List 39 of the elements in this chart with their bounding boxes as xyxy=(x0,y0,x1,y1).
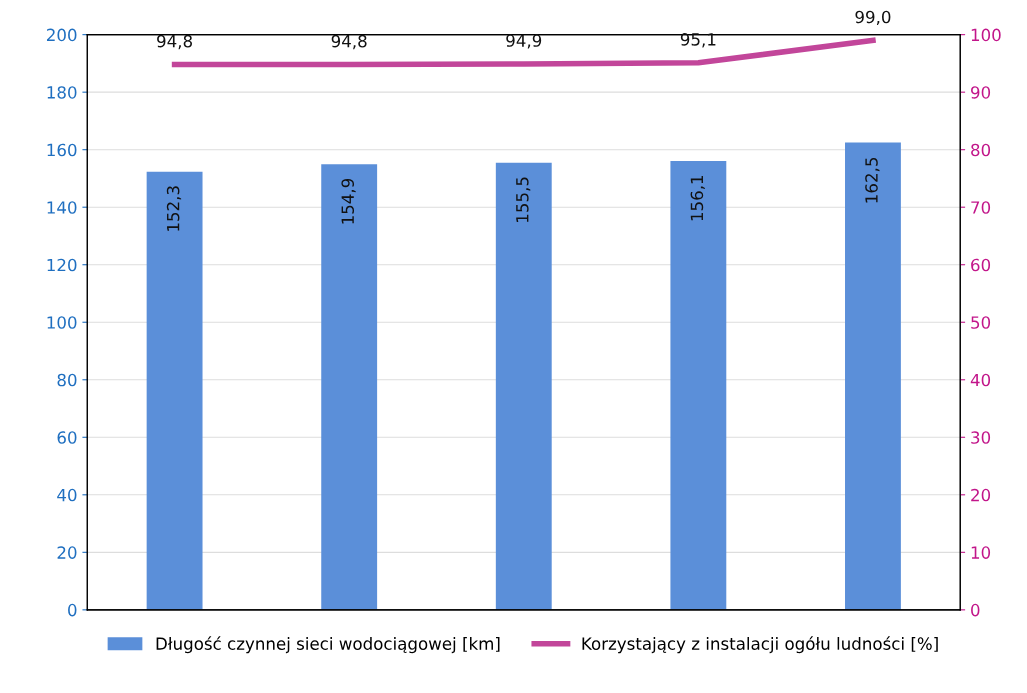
data-label: 162,5 xyxy=(865,157,880,203)
bar xyxy=(670,160,727,610)
data-label: 94,8 xyxy=(331,34,367,50)
data-label: 94,8 xyxy=(157,34,192,50)
data-label: 94,9 xyxy=(506,34,542,49)
data-label: 155,5 xyxy=(516,177,531,222)
data-label: 154,9 xyxy=(341,178,356,224)
y2-tick-label: 0 xyxy=(971,603,980,617)
y-tick-label: 120 xyxy=(47,258,77,272)
y2-tick-label: 90 xyxy=(971,86,991,99)
y2-tick-label: 60 xyxy=(971,258,991,272)
y2-tick-label: 80 xyxy=(971,143,991,157)
y-tick-label: 40 xyxy=(57,488,77,502)
y-tick-label: 100 xyxy=(47,316,77,329)
bar xyxy=(146,171,203,610)
y2-tick-label: 30 xyxy=(971,431,991,444)
y2-tick-label: 70 xyxy=(971,201,991,214)
data-label: 95,1 xyxy=(680,33,716,48)
y-tick-label: 0 xyxy=(68,603,77,617)
bar xyxy=(321,164,378,610)
y-tick-label: 80 xyxy=(57,373,77,387)
y-tick-label: 60 xyxy=(57,431,77,444)
y-tick-label: 160 xyxy=(47,143,77,157)
y2-tick-label: 50 xyxy=(971,316,991,329)
y2-tick-label: 10 xyxy=(971,546,991,559)
bar xyxy=(845,142,901,610)
data-label: 99,0 xyxy=(855,10,891,25)
y2-tick-label: 40 xyxy=(970,373,991,387)
y-tick-label: 20 xyxy=(57,546,77,559)
data-label: 156,1 xyxy=(690,175,705,221)
legend-label: Korzystający z instalacji ogółu ludności [%] xyxy=(582,636,938,654)
y-tick-label: 180 xyxy=(47,86,77,99)
y-tick-label: 140 xyxy=(47,201,77,214)
y2-tick-label: 20 xyxy=(971,488,991,502)
data-label: 152,3 xyxy=(166,186,182,231)
y-tick-label: 200 xyxy=(46,28,77,42)
bar xyxy=(495,162,552,610)
legend-label: Długość czynnej sieci wodociągowej [km] xyxy=(156,636,500,654)
y2-tick-label: 100 xyxy=(971,28,1001,42)
